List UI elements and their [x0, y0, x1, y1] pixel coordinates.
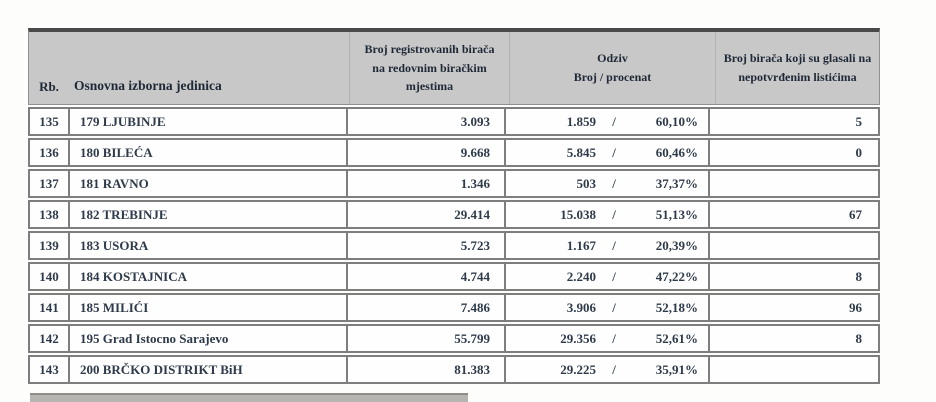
next-table-edge [30, 393, 468, 402]
results-table: Rb. Osnovna izborna jedinica Broj regist… [28, 28, 880, 384]
cell-turnout: 15.038 / 51,13% [504, 202, 708, 227]
header-cell-unconfirmed: Broj birača koji su glasali na nepotvrđe… [715, 32, 879, 104]
turnout-count: 29.225 [560, 362, 596, 377]
header-unit-label: Osnovna izborna jedinica [74, 78, 222, 94]
turnout-count: 3.906 [566, 300, 596, 315]
cell-row-number: 138 [39, 207, 59, 222]
cell-row-number: 135 [39, 114, 59, 129]
cell-registered: 29.414 [346, 202, 504, 227]
cell-turnout: 2.240 / 47,22% [504, 264, 708, 289]
table-row: 141 185 MILIĆI 7.486 3.906 / 52,18% 96 [28, 293, 880, 322]
cell-registered: 55.799 [346, 326, 504, 351]
cell-row-number: 136 [39, 145, 59, 160]
turnout-count: 29.356 [560, 331, 596, 346]
turnout-percent: 60,46% [655, 145, 698, 160]
cell-unit-name: 179 LJUBINJE [68, 109, 346, 134]
slash-separator: / [612, 145, 616, 160]
turnout-count: 1.859 [566, 114, 596, 129]
cell-registered: 7.486 [346, 295, 504, 320]
cell-row-number: 137 [39, 176, 59, 191]
cell-unit-name: 195 Grad Istocno Sarajevo [68, 326, 346, 351]
cell-unconfirmed [708, 357, 878, 382]
header-cell-registered: Broj registrovanih birača na redovnim bi… [349, 32, 509, 104]
cell-registered: 9.668 [346, 140, 504, 165]
turnout-percent: 52,61% [655, 331, 698, 346]
cell-turnout: 5.845 / 60,46% [504, 140, 708, 165]
turnout-count: 15.038 [560, 207, 596, 222]
cell-unit-name: 185 MILIĆI [68, 295, 346, 320]
table-row: 137 181 RAVNO 1.346 503 / 37,37% [28, 169, 880, 198]
cell-turnout: 1.167 / 20,39% [504, 233, 708, 258]
cell-registered: 81.383 [346, 357, 504, 382]
cell-turnout: 3.906 / 52,18% [504, 295, 708, 320]
cell-unconfirmed: 67 [708, 202, 878, 227]
slash-separator: / [612, 300, 616, 315]
turnout-percent: 47,22% [655, 269, 698, 284]
cell-unconfirmed: 0 [708, 140, 878, 165]
turnout-percent: 20,39% [655, 238, 698, 253]
cell-unit-name: 184 KOSTAJNICA [68, 264, 346, 289]
cell-unconfirmed: 96 [708, 295, 878, 320]
cell-turnout: 503 / 37,37% [504, 171, 708, 196]
table-row: 143 200 BRČKO DISTRIKT BiH 81.383 29.225… [28, 355, 880, 384]
cell-row-number: 139 [39, 238, 59, 253]
slash-separator: / [612, 114, 616, 129]
header-cell-unit: Osnovna izborna jedinica [69, 32, 349, 104]
cell-row-number: 141 [39, 300, 59, 315]
cell-unconfirmed: 8 [708, 326, 878, 351]
header-cell-rb: Rb. [29, 32, 69, 104]
cell-turnout: 1.859 / 60,10% [504, 109, 708, 134]
turnout-count: 5.845 [566, 145, 596, 160]
table-row: 138 182 TREBINJE 29.414 15.038 / 51,13% … [28, 200, 880, 229]
turnout-count: 503 [576, 176, 597, 191]
turnout-count: 2.240 [566, 269, 596, 284]
slash-separator: / [612, 362, 616, 377]
cell-unconfirmed: 8 [708, 264, 878, 289]
table-row: 142 195 Grad Istocno Sarajevo 55.799 29.… [28, 324, 880, 353]
cell-unit-name: 200 BRČKO DISTRIKT BiH [68, 357, 346, 382]
table-row: 136 180 BILEĆA 9.668 5.845 / 60,46% 0 [28, 138, 880, 167]
header-turnout-line1: Odziv [597, 51, 628, 66]
cell-unconfirmed: 5 [708, 109, 878, 134]
cell-unconfirmed [708, 171, 878, 196]
turnout-percent: 37,37% [655, 176, 698, 191]
slash-separator: / [612, 238, 616, 253]
slash-separator: / [612, 331, 616, 346]
turnout-percent: 52,18% [655, 300, 698, 315]
cell-turnout: 29.225 / 35,91% [504, 357, 708, 382]
slash-separator: / [612, 207, 616, 222]
cell-unit-name: 183 USORA [68, 233, 346, 258]
table-row: 140 184 KOSTAJNICA 4.744 2.240 / 47,22% … [28, 262, 880, 291]
cell-turnout: 29.356 / 52,61% [504, 326, 708, 351]
cell-row-number: 143 [39, 362, 59, 377]
cell-unit-name: 181 RAVNO [68, 171, 346, 196]
slash-separator: / [612, 176, 616, 191]
cell-registered: 5.723 [346, 233, 504, 258]
cell-registered: 1.346 [346, 171, 504, 196]
header-unconfirmed-label: Broj birača koji su glasali na nepotvrđe… [723, 51, 872, 84]
header-rb-label: Rb. [39, 78, 59, 94]
turnout-percent: 60,10% [655, 114, 698, 129]
cell-row-number: 142 [39, 331, 59, 346]
slash-separator: / [612, 269, 616, 284]
header-registered-label: Broj registrovanih birača na redovnim bi… [364, 42, 495, 94]
table-body: 135 179 LJUBINJE 3.093 1.859 / 60,10% 5 … [28, 107, 880, 384]
turnout-count: 1.167 [566, 238, 596, 253]
turnout-percent: 35,91% [655, 362, 698, 377]
table-row: 135 179 LJUBINJE 3.093 1.859 / 60,10% 5 [28, 107, 880, 136]
table-row: 139 183 USORA 5.723 1.167 / 20,39% [28, 231, 880, 260]
cell-row-number: 140 [39, 269, 59, 284]
cell-unconfirmed [708, 233, 878, 258]
turnout-percent: 51,13% [655, 207, 698, 222]
table-header: Rb. Osnovna izborna jedinica Broj regist… [28, 28, 880, 105]
header-turnout-line2: Broj / procenat [573, 70, 652, 84]
cell-registered: 3.093 [346, 109, 504, 134]
header-cell-turnout: Odziv Broj / procenat [509, 32, 715, 104]
cell-unit-name: 182 TREBINJE [68, 202, 346, 227]
cell-registered: 4.744 [346, 264, 504, 289]
cell-unit-name: 180 BILEĆA [68, 140, 346, 165]
